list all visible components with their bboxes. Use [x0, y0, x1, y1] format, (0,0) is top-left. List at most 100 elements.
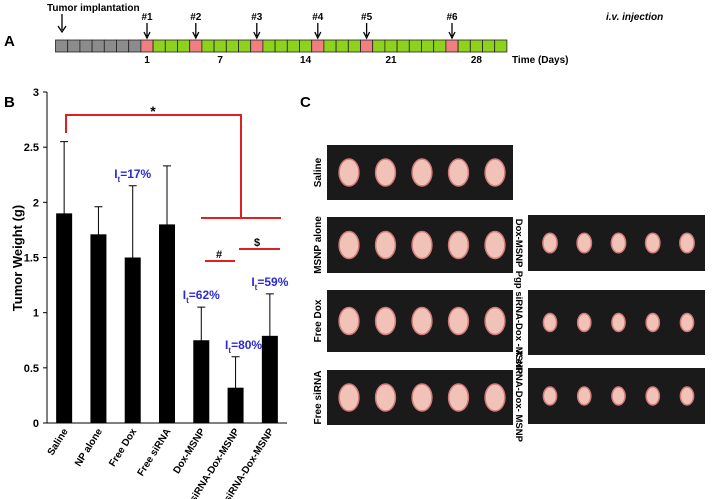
tumor — [576, 232, 593, 254]
timeline-cell — [262, 39, 276, 53]
injection-label: #4 — [312, 12, 324, 23]
implantation-label: Tumor implantation — [47, 3, 140, 14]
timeline-cell — [152, 39, 166, 53]
inhibition-prefix: I — [114, 167, 117, 181]
timeline-cell — [238, 39, 252, 53]
y-tick-label: 0 — [33, 418, 39, 430]
tumor — [611, 386, 626, 406]
tumor — [338, 306, 360, 336]
injection-arrow — [448, 23, 456, 40]
injection-label: i.v. injection — [606, 12, 663, 23]
group-label: MSNP alone — [313, 216, 324, 274]
implant-arrow — [57, 14, 67, 34]
tumor — [338, 158, 360, 187]
y-tick-label: 2.5 — [24, 142, 39, 154]
error-bar — [231, 356, 240, 419]
tumor — [484, 383, 506, 412]
tumor — [542, 232, 558, 254]
x-tick-label: Free Dox — [107, 426, 139, 468]
inhibition-subscript: t — [118, 175, 121, 184]
tumor — [374, 306, 397, 336]
timeline-cell — [323, 39, 337, 53]
time-tick-label: 1 — [144, 55, 150, 66]
tumor — [411, 158, 433, 187]
injection-label: #6 — [446, 12, 458, 23]
tumor — [542, 386, 558, 406]
injection-label: #5 — [361, 12, 373, 23]
significance-bracket — [65, 114, 242, 218]
tumor — [338, 230, 360, 260]
time-tick-label: 14 — [300, 55, 312, 66]
timeline-cell — [55, 39, 69, 53]
tumor — [645, 386, 661, 406]
x-tick-label: Free siRNA — [136, 427, 174, 479]
group-label: Dox-MSNP — [513, 219, 524, 268]
timeline-cell — [189, 39, 203, 53]
inhibition-label: It=17% — [114, 167, 151, 184]
injection-arrow — [314, 23, 322, 40]
tumor — [411, 383, 433, 412]
timeline-cell — [445, 39, 459, 53]
timeline-cell — [335, 39, 349, 53]
tumor — [611, 312, 626, 333]
timeline-cell — [91, 39, 105, 53]
tumor — [644, 232, 661, 254]
significance-mark: * — [150, 103, 156, 119]
timeline-cell — [457, 39, 471, 53]
tumor — [447, 383, 470, 412]
timeline-cell — [372, 39, 386, 53]
tumor — [576, 386, 592, 406]
y-tick-label: 3 — [33, 87, 39, 99]
tumor — [411, 306, 433, 336]
inhibition-prefix: I — [225, 338, 228, 352]
timeline-cell — [347, 39, 361, 53]
timeline-cell — [384, 39, 398, 53]
timeline-cell — [469, 39, 483, 53]
injection-label: #2 — [190, 12, 202, 23]
time-tick-label: 21 — [385, 55, 397, 66]
tumor — [610, 232, 627, 254]
tumor — [411, 230, 433, 260]
bar — [261, 335, 278, 423]
injection-arrow — [143, 23, 151, 40]
tumor — [645, 312, 661, 333]
inhibition-text: =17% — [120, 167, 151, 181]
inhibition-text: =80% — [231, 338, 262, 352]
tumor — [679, 386, 695, 406]
bar — [56, 213, 73, 423]
tumor — [374, 158, 397, 187]
y-tick-label: 1.5 — [24, 253, 39, 265]
injection-arrow — [192, 23, 200, 40]
significance-mark: # — [216, 249, 222, 261]
group-label: Saline — [313, 157, 324, 187]
timeline-cell — [67, 39, 81, 53]
bar — [124, 257, 141, 423]
timeline-cell — [494, 39, 508, 53]
timeline-cell — [433, 39, 447, 53]
group-label: X siRNA-Dox- MSNP — [513, 350, 524, 443]
injection-label: #1 — [141, 12, 153, 23]
timeline-cell — [128, 39, 142, 53]
tumor — [447, 158, 470, 187]
tumor — [576, 312, 592, 333]
inhibition-label: It=62% — [183, 288, 220, 305]
tumor — [447, 230, 470, 260]
inhibition-subscript: t — [186, 296, 189, 305]
timeline-cell — [396, 39, 410, 53]
bar — [193, 340, 210, 423]
inhibition-subscript: t — [228, 346, 231, 355]
x-tick-label: Dox-MSNP — [171, 426, 208, 475]
timeline-cell — [408, 39, 422, 53]
timeline-cell — [482, 39, 496, 53]
timeline-cell — [274, 39, 288, 53]
timeline-cell — [103, 39, 117, 53]
group-label: Pgp siRNA-Dox -MSNP — [513, 271, 524, 375]
group-label: Free siRNA — [313, 371, 324, 425]
tumor — [542, 312, 558, 333]
y-axis-title: Tumor Weight (g) — [10, 205, 25, 311]
bar — [159, 224, 175, 423]
tumor — [374, 230, 397, 260]
x-tick-label: Saline — [46, 426, 71, 457]
inhibition-label: It=80% — [225, 338, 262, 355]
